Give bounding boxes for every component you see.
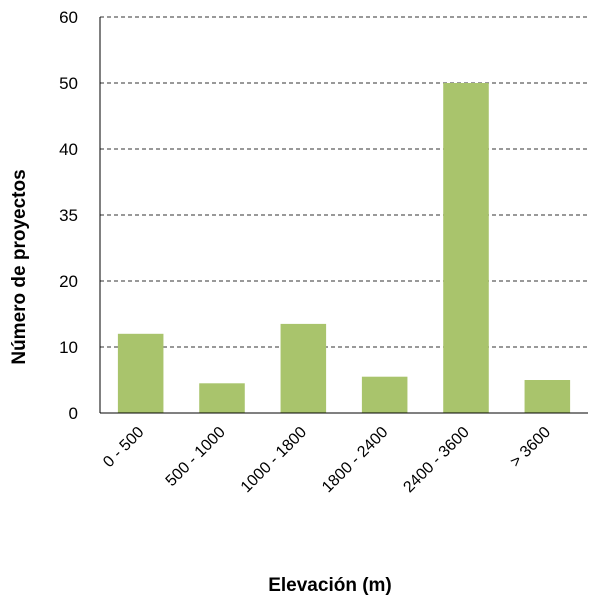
x-tick-label: 2400 - 3600	[400, 424, 472, 496]
y-tick-label: 20	[59, 272, 78, 291]
y-tick-label: 50	[59, 74, 78, 93]
x-tick-labels: 0 - 500 500 - 1000 1000 - 1800 1800 - 2400 2…	[100, 424, 554, 496]
x-tick-label: 1000 - 1800	[238, 424, 310, 496]
x-tick-label: > 3600	[507, 424, 554, 471]
bar	[443, 83, 489, 413]
y-tick-label: 40	[59, 140, 78, 159]
y-tick-label: 0	[69, 404, 78, 423]
bar	[280, 323, 327, 413]
bars	[117, 83, 571, 413]
y-tick-label: 60	[59, 8, 78, 27]
y-tick-labels: 0 10 20 35 40 50 60	[59, 8, 78, 423]
bar	[524, 380, 571, 413]
x-tick-label: 0 - 500	[100, 424, 147, 471]
y-tick-label: 35	[59, 206, 78, 225]
x-axis-title: Elevación (m)	[268, 575, 392, 596]
axes	[99, 17, 588, 414]
x-tick-label: 1800 - 2400	[319, 424, 391, 496]
x-tick-label: 500 - 1000	[163, 424, 229, 490]
y-axis-title: Número de proyectos	[9, 169, 30, 364]
bar	[117, 333, 164, 413]
y-tick-label: 10	[59, 338, 78, 357]
bar	[199, 383, 245, 413]
bar	[361, 376, 408, 413]
grid-lines	[100, 16, 588, 348]
